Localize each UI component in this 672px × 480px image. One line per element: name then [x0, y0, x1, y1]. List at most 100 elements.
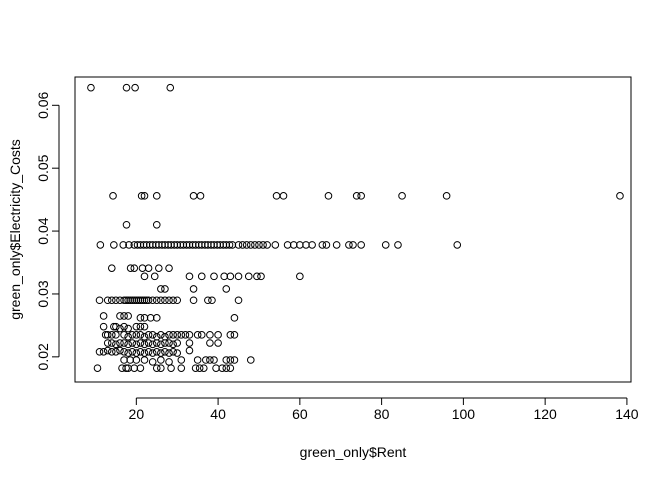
data-point [120, 331, 128, 339]
data-point [222, 285, 231, 293]
data-point [324, 192, 333, 200]
data-point [296, 272, 304, 281]
y-axis-label: green_only$Electricity_Costs [7, 139, 23, 320]
data-point [165, 264, 173, 272]
data-point [166, 83, 175, 92]
data-point [616, 192, 624, 200]
data-point [263, 241, 271, 249]
data-point [148, 358, 157, 366]
data-point [381, 241, 390, 249]
data-point [144, 348, 153, 356]
data-point [230, 356, 239, 364]
data-point [357, 241, 365, 249]
data-point [214, 331, 222, 339]
data-point [128, 331, 137, 339]
data-point [279, 192, 288, 200]
data-point [394, 241, 402, 249]
data-point [148, 331, 157, 339]
y-tick-label: 0.06 [35, 91, 51, 118]
data-point [185, 346, 194, 355]
data-point [112, 348, 120, 356]
data-point [185, 339, 194, 347]
data-point [234, 272, 243, 281]
data-point [96, 241, 105, 249]
data-point [140, 322, 149, 331]
data-point [226, 331, 235, 339]
data-point [246, 241, 255, 249]
data-point [132, 322, 141, 331]
data-point [120, 348, 128, 356]
data-point [87, 83, 95, 92]
x-tick-label: 140 [615, 406, 639, 422]
data-point [161, 296, 169, 305]
data-point [398, 192, 406, 200]
data-point [204, 296, 212, 305]
data-point [332, 241, 341, 249]
data-point [259, 241, 267, 249]
data-point [144, 331, 153, 339]
data-point [253, 272, 261, 281]
data-point [120, 322, 128, 331]
data-point [116, 339, 124, 347]
data-point [124, 340, 132, 349]
data-point [103, 339, 112, 347]
data-point [185, 331, 194, 339]
data-point [112, 340, 120, 349]
data-point [193, 356, 202, 364]
data-point [169, 348, 177, 356]
data-point [230, 331, 239, 339]
data-point [230, 314, 239, 322]
data-point [136, 314, 145, 322]
data-point [116, 346, 124, 355]
data-point [161, 339, 169, 347]
data-point [214, 339, 222, 347]
data-point [152, 220, 161, 229]
data-point [242, 241, 251, 249]
data-point [157, 340, 165, 349]
data-point [136, 331, 145, 339]
data-point [140, 332, 149, 341]
data-point [210, 356, 218, 364]
data-point [244, 272, 253, 281]
data-point [95, 296, 104, 305]
data-point [255, 241, 263, 249]
data-point [161, 348, 169, 356]
data-point [195, 364, 204, 372]
data-point [122, 83, 131, 92]
data-point [144, 296, 153, 305]
data-point [152, 348, 161, 356]
data-point [226, 364, 235, 372]
data-point [136, 322, 145, 331]
data-point [152, 192, 161, 200]
data-point [124, 324, 132, 333]
data-point [107, 296, 116, 305]
data-point [189, 285, 198, 293]
data-point [140, 272, 149, 281]
data-point [157, 285, 165, 293]
data-point [318, 241, 327, 249]
data-point [352, 192, 361, 200]
data-point [124, 312, 132, 320]
data-point [157, 356, 165, 364]
data-point [140, 296, 149, 305]
data-point [140, 356, 149, 364]
y-axis: 0.02 0.03 0.04 0.05 0.06 [35, 91, 60, 370]
data-point [167, 364, 175, 372]
data-point [99, 312, 108, 320]
data-point [222, 356, 231, 364]
data-point [161, 285, 169, 293]
data-point [137, 192, 146, 200]
data-point [234, 241, 243, 249]
data-point [225, 241, 234, 249]
data-point [112, 331, 120, 339]
x-axis: 20 40 60 80 100 120 140 [129, 397, 639, 422]
data-point [136, 339, 145, 347]
data-point [136, 364, 145, 372]
data-point [222, 364, 231, 372]
data-point [95, 348, 104, 356]
data-point [246, 356, 255, 364]
data-point [99, 348, 108, 356]
data-point [173, 349, 182, 357]
data-point [345, 241, 353, 249]
